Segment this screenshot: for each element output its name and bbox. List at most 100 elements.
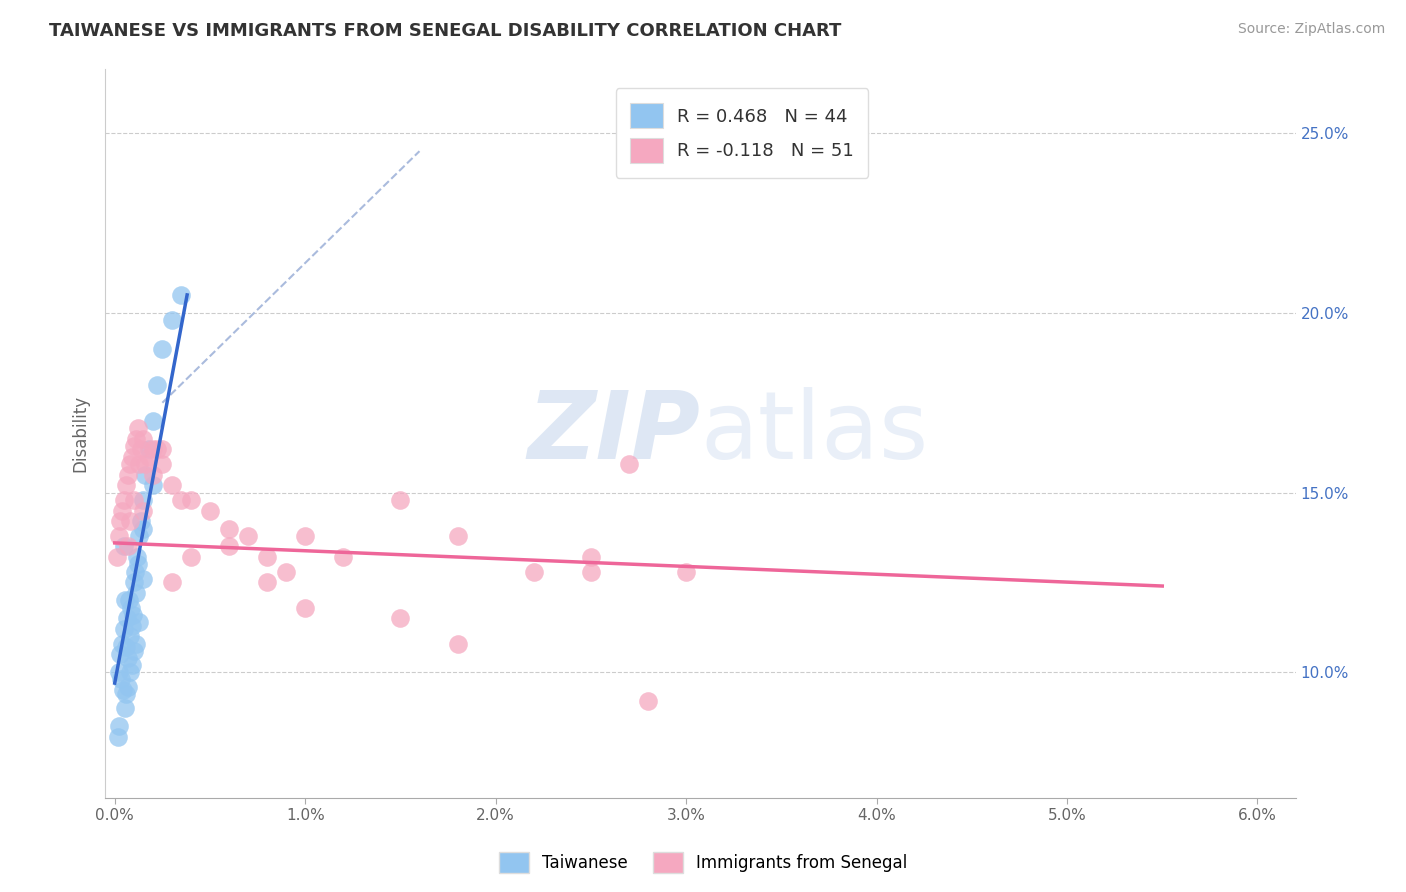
Point xyxy=(138,442,160,457)
Point xyxy=(218,522,240,536)
Point xyxy=(131,514,153,528)
Point xyxy=(117,680,139,694)
Point xyxy=(115,478,138,492)
Point xyxy=(132,432,155,446)
Point xyxy=(124,565,146,579)
Point xyxy=(107,730,129,744)
Point xyxy=(111,636,134,650)
Point xyxy=(160,575,183,590)
Point xyxy=(145,442,167,457)
Point xyxy=(150,342,173,356)
Point xyxy=(150,457,173,471)
Point xyxy=(446,636,468,650)
Point xyxy=(276,565,298,579)
Point xyxy=(128,457,150,471)
Point xyxy=(579,550,602,565)
Point xyxy=(142,467,165,482)
Point xyxy=(114,701,136,715)
Point xyxy=(122,439,145,453)
Point xyxy=(115,687,138,701)
Point xyxy=(332,550,354,565)
Point xyxy=(117,467,139,482)
Point xyxy=(105,550,128,565)
Point xyxy=(637,694,659,708)
Point xyxy=(110,648,132,662)
Point xyxy=(127,558,149,572)
Point xyxy=(128,615,150,629)
Point xyxy=(122,644,145,658)
Point xyxy=(138,450,160,464)
Point xyxy=(236,529,259,543)
Point xyxy=(117,540,139,554)
Point xyxy=(142,442,165,457)
Legend: R = 0.468   N = 44, R = -0.118   N = 51: R = 0.468 N = 44, R = -0.118 N = 51 xyxy=(616,88,869,178)
Point xyxy=(121,607,143,622)
Point xyxy=(132,522,155,536)
Point xyxy=(118,629,141,643)
Point xyxy=(118,593,141,607)
Legend: Taiwanese, Immigrants from Senegal: Taiwanese, Immigrants from Senegal xyxy=(492,846,914,880)
Point xyxy=(110,673,132,687)
Point xyxy=(120,600,142,615)
Point xyxy=(111,503,134,517)
Point xyxy=(122,492,145,507)
Point xyxy=(125,432,148,446)
Point xyxy=(180,492,202,507)
Point xyxy=(112,492,135,507)
Point xyxy=(132,503,155,517)
Point xyxy=(579,565,602,579)
Point xyxy=(115,611,138,625)
Point xyxy=(121,450,143,464)
Point xyxy=(112,540,135,554)
Point xyxy=(121,658,143,673)
Point xyxy=(446,529,468,543)
Point xyxy=(134,457,156,471)
Point xyxy=(142,478,165,492)
Point xyxy=(145,377,167,392)
Text: TAIWANESE VS IMMIGRANTS FROM SENEGAL DISABILITY CORRELATION CHART: TAIWANESE VS IMMIGRANTS FROM SENEGAL DIS… xyxy=(49,22,842,40)
Point xyxy=(107,529,129,543)
Point xyxy=(110,514,132,528)
Point xyxy=(118,457,141,471)
Text: atlas: atlas xyxy=(700,387,928,479)
Point xyxy=(125,550,148,565)
Point xyxy=(180,550,202,565)
Point xyxy=(112,622,135,636)
Point xyxy=(112,683,135,698)
Point xyxy=(131,442,153,457)
Point xyxy=(617,457,640,471)
Text: ZIP: ZIP xyxy=(527,387,700,479)
Point xyxy=(122,575,145,590)
Point xyxy=(170,288,193,302)
Point xyxy=(294,529,316,543)
Point xyxy=(170,492,193,507)
Point xyxy=(121,618,143,632)
Point xyxy=(115,640,138,654)
Text: Source: ZipAtlas.com: Source: ZipAtlas.com xyxy=(1237,22,1385,37)
Point xyxy=(198,503,221,517)
Point xyxy=(523,565,546,579)
Point xyxy=(128,529,150,543)
Point xyxy=(107,665,129,680)
Point xyxy=(114,593,136,607)
Point xyxy=(125,586,148,600)
Point xyxy=(160,478,183,492)
Point xyxy=(675,565,697,579)
Point xyxy=(142,414,165,428)
Point xyxy=(150,442,173,457)
Y-axis label: Disability: Disability xyxy=(72,395,89,472)
Point xyxy=(256,550,278,565)
Point xyxy=(132,492,155,507)
Point xyxy=(134,467,156,482)
Point xyxy=(160,313,183,327)
Point xyxy=(132,572,155,586)
Point xyxy=(117,651,139,665)
Point xyxy=(118,514,141,528)
Point xyxy=(389,611,412,625)
Point xyxy=(389,492,412,507)
Point xyxy=(125,636,148,650)
Point xyxy=(127,421,149,435)
Point xyxy=(108,719,131,733)
Point xyxy=(118,665,141,680)
Point xyxy=(256,575,278,590)
